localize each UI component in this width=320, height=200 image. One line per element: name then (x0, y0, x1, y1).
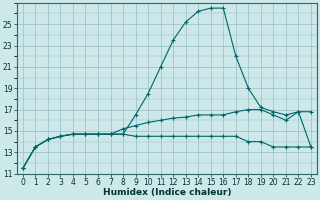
X-axis label: Humidex (Indice chaleur): Humidex (Indice chaleur) (103, 188, 231, 197)
